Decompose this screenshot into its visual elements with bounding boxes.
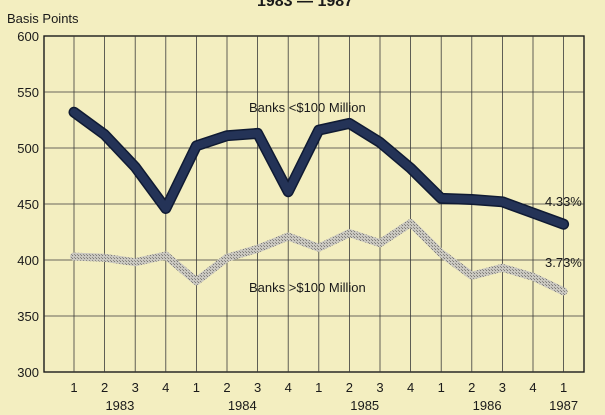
year-label: 1987 — [549, 398, 578, 413]
year-label: 1984 — [228, 398, 257, 413]
series-label-large-banks: Banks >$100 Million — [249, 280, 366, 295]
x-tick-label: 4 — [285, 380, 292, 395]
y-tick-label: 450 — [17, 197, 39, 212]
y-axis-ticks: 300 350 400 450 500 550 600 — [17, 29, 39, 380]
x-tick-label: 1 — [438, 380, 445, 395]
y-tick-label: 400 — [17, 253, 39, 268]
x-axis-ticks: 1 2 3 4 1 2 3 4 1 2 3 4 1 2 3 4 1 — [70, 380, 567, 395]
x-tick-label: 1 — [70, 380, 77, 395]
x-tick-label: 2 — [223, 380, 230, 395]
year-label: 1986 — [473, 398, 502, 413]
y-tick-label: 350 — [17, 309, 39, 324]
end-label-large-banks: 3.73% — [545, 255, 582, 270]
x-tick-label: 3 — [376, 380, 383, 395]
series-label-small-banks: Banks <$100 Million — [249, 100, 366, 115]
year-labels: 1983 1984 1985 1986 1987 — [105, 398, 578, 413]
x-tick-label: 2 — [101, 380, 108, 395]
year-label: 1985 — [350, 398, 379, 413]
y-axis-label: Basis Points — [7, 11, 79, 26]
y-tick-label: 300 — [17, 365, 39, 380]
x-tick-label: 4 — [162, 380, 169, 395]
chart-title: 1983 — 1987 — [257, 0, 353, 10]
x-tick-label: 3 — [499, 380, 506, 395]
x-tick-label: 3 — [254, 380, 261, 395]
y-tick-label: 500 — [17, 141, 39, 156]
year-label: 1983 — [105, 398, 134, 413]
x-tick-label: 1 — [193, 380, 200, 395]
x-tick-label: 1 — [560, 380, 567, 395]
x-tick-label: 1 — [315, 380, 322, 395]
end-label-small-banks: 4.33% — [545, 194, 582, 209]
x-tick-label: 3 — [132, 380, 139, 395]
x-tick-label: 2 — [468, 380, 475, 395]
x-tick-label: 2 — [346, 380, 353, 395]
x-tick-label: 4 — [529, 380, 536, 395]
y-tick-label: 550 — [17, 85, 39, 100]
y-tick-label: 600 — [17, 29, 39, 44]
x-tick-label: 4 — [407, 380, 414, 395]
